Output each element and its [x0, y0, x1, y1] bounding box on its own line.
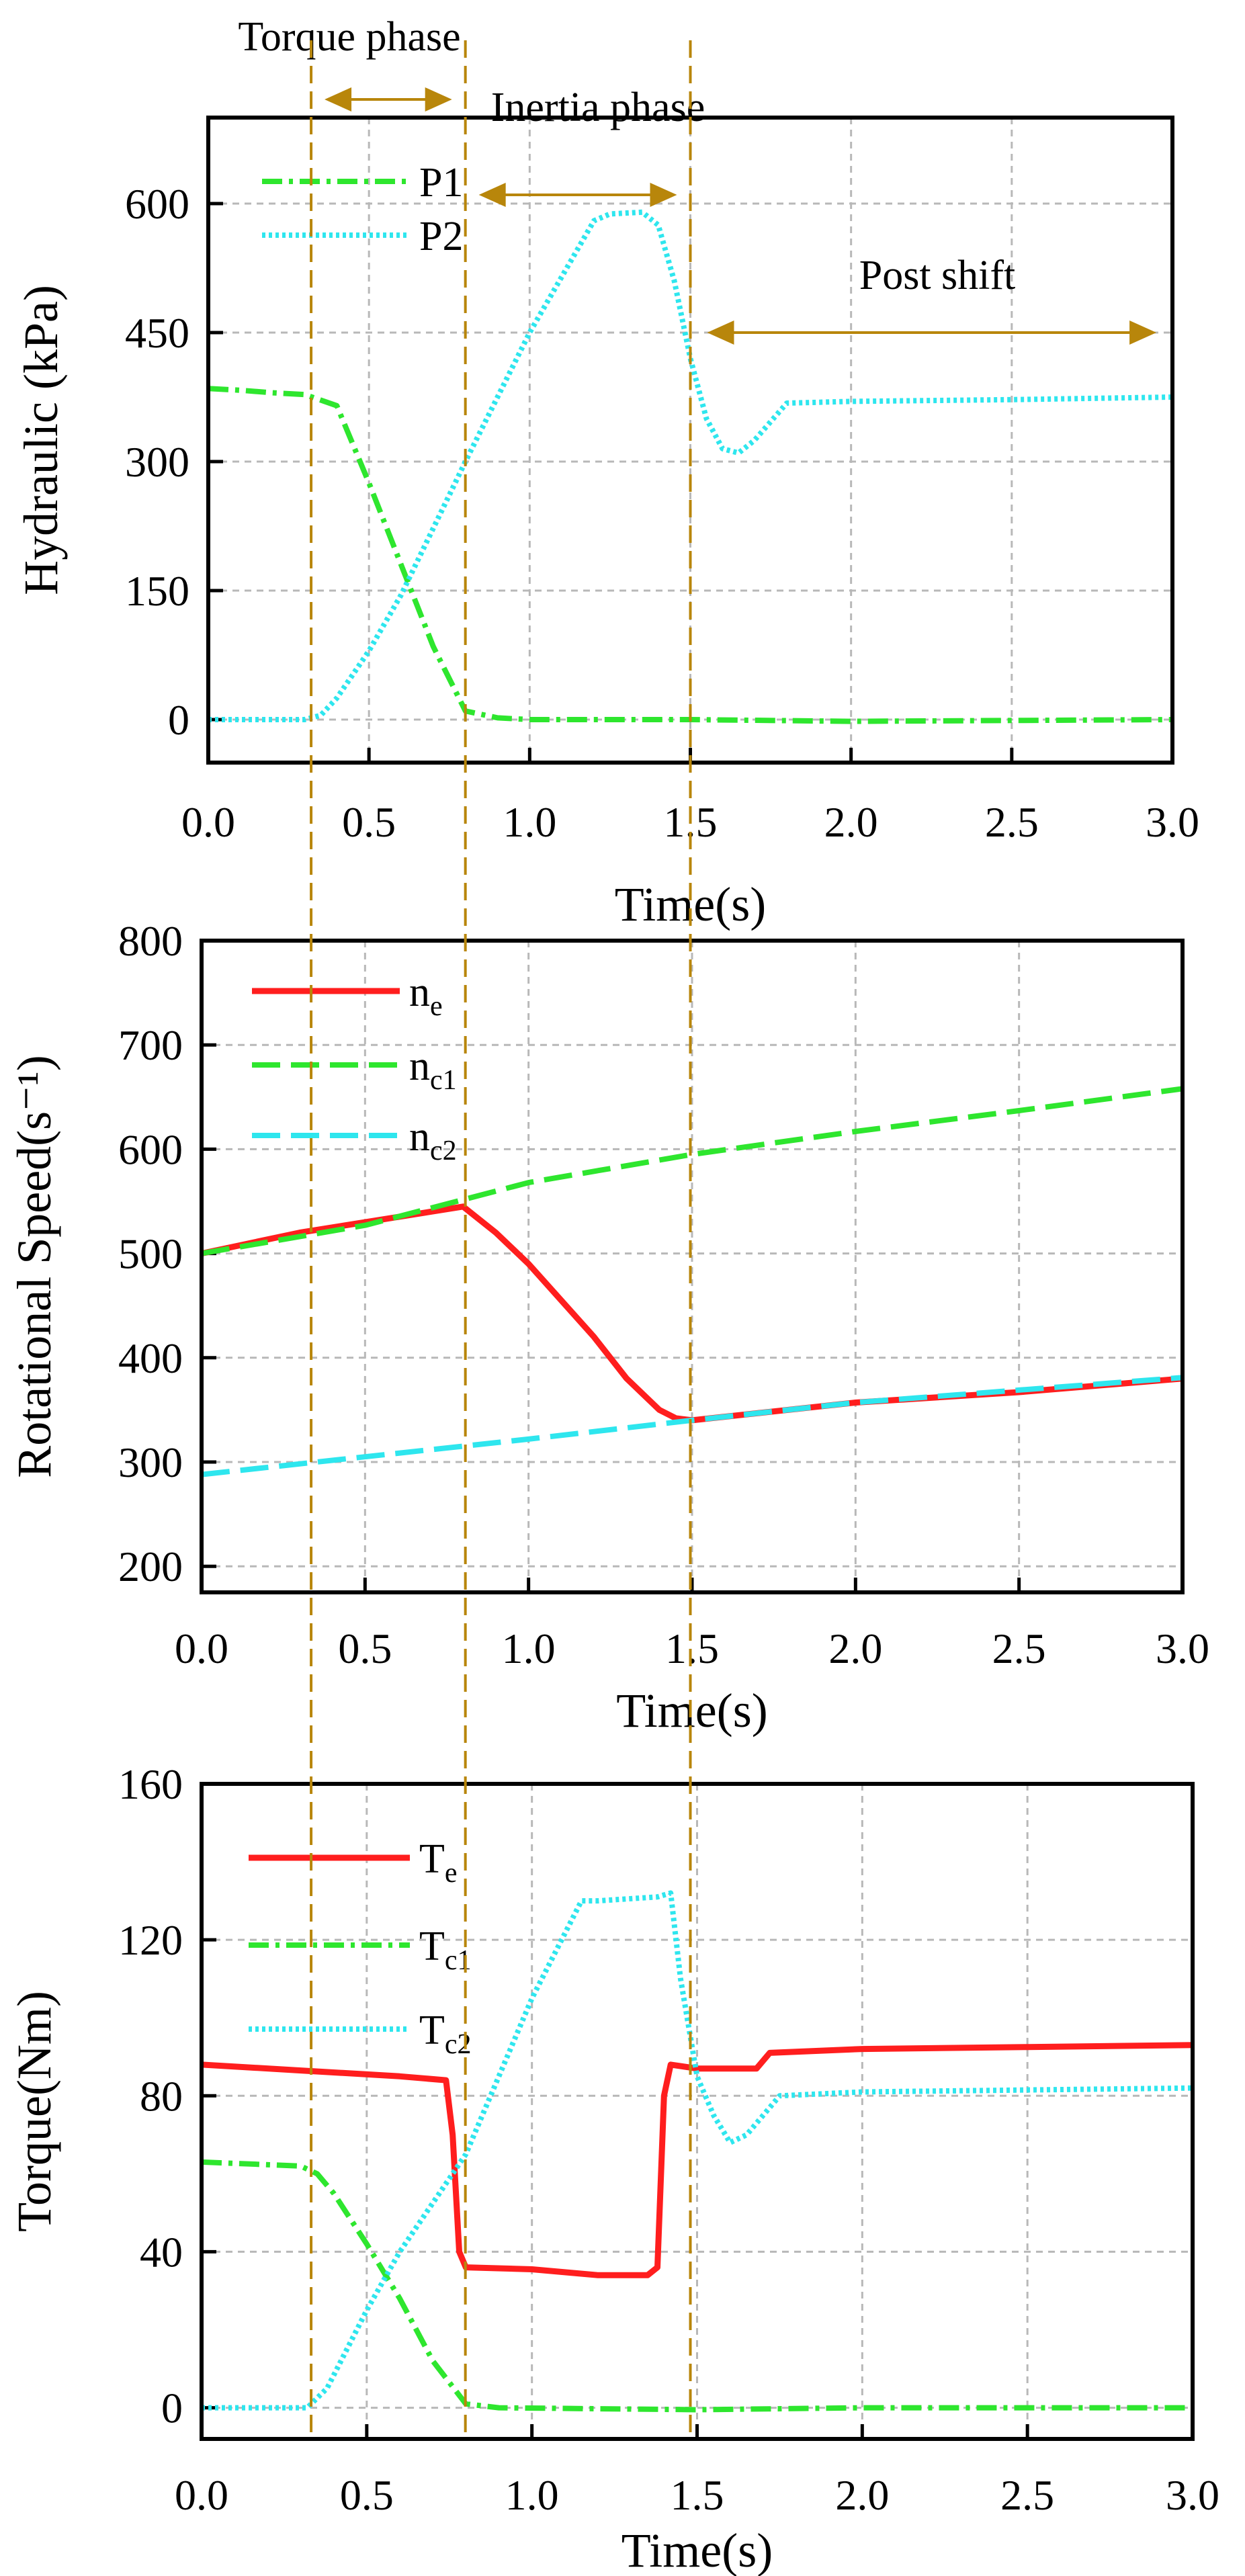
inertia-phase-arrow-right-head — [650, 183, 677, 207]
y-tick-label: 120 — [118, 1916, 183, 1964]
plot-frame — [200, 1782, 1195, 2441]
x-tick-label: 1.0 — [503, 798, 556, 846]
y-tick-label: 160 — [118, 1760, 183, 1808]
post-shift-label: Post shift — [859, 253, 1016, 298]
x-tick-label: 1.0 — [505, 2471, 559, 2519]
torque-phase-arrow — [325, 87, 452, 112]
y-tick-label: 700 — [118, 1021, 183, 1069]
x-tick-label: 0.0 — [175, 2471, 228, 2519]
x-tick-label: 0.5 — [342, 798, 396, 846]
x-tick-label: 3.0 — [1156, 1625, 1209, 1672]
x-tick-label: 0.0 — [181, 798, 235, 846]
y-tick-label: 40 — [140, 2228, 183, 2276]
y-tick-label: 600 — [118, 1125, 183, 1173]
y-tick-label: 400 — [118, 1334, 183, 1382]
legend-label-tc2: Tc2 — [419, 2008, 472, 2060]
post-shift-arrow — [707, 320, 1157, 345]
x-tick-label: 1.5 — [665, 1625, 719, 1672]
inertia-phase-arrow-left-head — [478, 183, 506, 207]
y-tick-label: 0 — [161, 2385, 183, 2432]
legend-label-te: Te — [419, 1836, 458, 1889]
y-tick-label: 300 — [125, 438, 189, 486]
series-line-tc1 — [201, 2159, 1193, 2413]
x-tick-label: 2.0 — [835, 2471, 889, 2519]
chart-panel-3: 0.0 0.5 1.0 1.5 2.0 2.5 3.0 0 40 80 120 160 Time(s) T… — [7, 1760, 1219, 2576]
y-axis-label: Torque(Nm) — [7, 1991, 61, 2232]
x-tick-label: 0.5 — [338, 1625, 392, 1672]
x-tick-label: 0.0 — [175, 1625, 228, 1672]
series-line-tc2 — [202, 1890, 1193, 2411]
post-shift-arrow-left-head — [707, 320, 734, 345]
x-tick-label: 2.5 — [992, 1625, 1046, 1672]
inertia-phase-label: Inertia phase — [491, 85, 705, 130]
x-axis-label: Time(s) — [616, 1684, 767, 1737]
torque-phase-arrow-left-head — [325, 87, 352, 112]
y-tick-label: 600 — [125, 180, 189, 228]
y-tick-label: 80 — [140, 2072, 183, 2120]
x-tick-label: 2.0 — [828, 1625, 882, 1672]
y-axis-label: Rotational Speed(s⁻¹) — [7, 1055, 61, 1477]
legend-label-p2: P2 — [419, 214, 463, 259]
post-shift-arrow-right-head — [1129, 320, 1157, 345]
torque-phase-arrow-right-head — [425, 87, 452, 112]
y-tick-label: 200 — [118, 1543, 183, 1590]
plots-layer: 0.0 0.5 1.0 1.5 2.0 2.5 3.0 0 150 300 450 600 Time(s… — [7, 116, 1219, 2576]
y-tick-label: 800 — [118, 917, 183, 965]
x-tick-label: 2.5 — [985, 798, 1039, 846]
x-tick-label: 2.0 — [824, 798, 878, 846]
legend-label-ne: ne — [409, 970, 443, 1022]
legend-label-p1: P1 — [419, 160, 463, 206]
series-line-te — [201, 2042, 1193, 2278]
series-line-nc1 — [201, 1086, 1183, 1256]
series-line-p2 — [208, 209, 1173, 722]
x-tick-label: 1.5 — [671, 2471, 724, 2519]
chart-panel-2: 0.0 0.5 1.0 1.5 2.0 2.5 3.0 200 300 400 500 600 700 8… — [7, 917, 1209, 1737]
x-tick-label: 2.5 — [1000, 2471, 1054, 2519]
chart-panel-1: 0.0 0.5 1.0 1.5 2.0 2.5 3.00150300450600Time(s… — [14, 116, 1199, 931]
phase-annotations: Torque phase Inertia phase Post shift — [238, 14, 1157, 2439]
y-tick-label: 0 — [168, 696, 189, 744]
plot-frame — [200, 939, 1185, 1594]
series-line-nc2 — [201, 1375, 1183, 1477]
x-axis-label: Time(s) — [621, 2524, 773, 2576]
x-tick-label: 0.5 — [340, 2471, 394, 2519]
series-line-p1 — [208, 386, 1173, 724]
y-tick-label: 150 — [125, 567, 189, 615]
x-tick-label: 3.0 — [1146, 798, 1199, 846]
y-tick-label: 450 — [125, 309, 189, 357]
x-tick-label: 1.0 — [502, 1625, 556, 1672]
y-tick-label: 300 — [118, 1439, 183, 1486]
legend-label-nc2: nc2 — [409, 1114, 457, 1166]
inertia-phase-arrow — [478, 183, 677, 207]
legend-label-nc1: nc1 — [409, 1043, 457, 1096]
legend-label-tc1: Tc1 — [419, 1924, 472, 1976]
y-tick-label: 500 — [118, 1230, 183, 1278]
y-axis-label: Hydraulic (kPa) — [14, 285, 68, 595]
x-tick-label: 3.0 — [1166, 2471, 1219, 2519]
torque-phase-label: Torque phase — [238, 14, 460, 60]
